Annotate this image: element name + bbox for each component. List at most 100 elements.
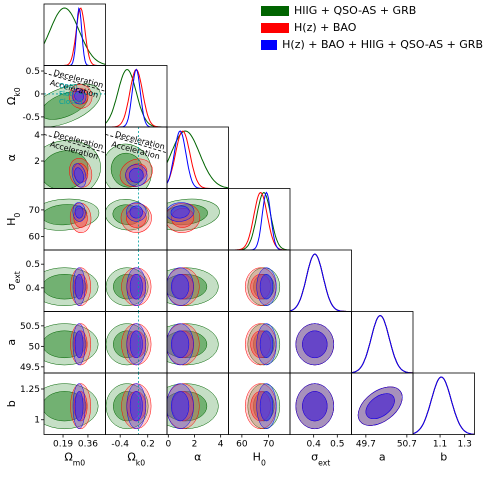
panel-sig-H0 [244, 267, 281, 306]
y-tick-label: 60 [29, 233, 41, 243]
x-axis-label: Ωk0 [127, 451, 145, 468]
legend-entry: H(z) + BAO [261, 19, 483, 36]
panel-H0-alpha [167, 198, 220, 233]
panel-a-alpha [167, 323, 219, 366]
x-tick-label: -0.4 [111, 440, 129, 450]
y-tick-label: -0.5 [22, 113, 40, 123]
panel-b-Ok [105, 373, 152, 435]
legend-swatch-green [261, 5, 289, 16]
contour-1sigma [171, 391, 190, 422]
y-tick-label: 70 [29, 206, 41, 216]
legend-entry: H(z) + BAO + HIIG + QSO-AS + GRB [261, 36, 483, 53]
panel-frame [43, 3, 106, 66]
marginal-curve [105, 68, 167, 127]
x-axis-label: a [379, 451, 386, 464]
y-axis-label: H0 [5, 213, 22, 226]
x-tick-label: 1.3 [457, 440, 471, 450]
deceleration-boundary [44, 133, 106, 154]
y-axis-label: b [5, 400, 18, 407]
y-tick-label: 50.5 [20, 322, 40, 332]
panel-b-b [413, 376, 475, 435]
panel-a-sig [295, 323, 335, 366]
x-tick-label: 0.5 [330, 440, 344, 450]
y-tick-label: 49.5 [20, 363, 40, 373]
y-axis-label: Ωk0 [5, 87, 22, 105]
contour-1sigma [74, 391, 84, 422]
panel-H0-Ok [105, 188, 152, 250]
panel-frame [166, 126, 229, 189]
y-tick-label: 0.5 [26, 260, 40, 270]
marginal-curve [228, 191, 290, 250]
y-tick-label: 1.25 [20, 385, 40, 395]
y-tick-label: 4 [34, 131, 40, 141]
x-tick-label: 0 [165, 440, 171, 450]
y-tick-label: 50 [29, 342, 41, 352]
panel-frame [351, 311, 414, 374]
panel-b-sig [295, 383, 335, 430]
y-axis-label: α [5, 154, 18, 161]
panel-frame [105, 65, 168, 128]
panel-sig-alpha [167, 267, 219, 306]
deceleration-boundary [105, 133, 167, 154]
x-tick-label: 70 [263, 440, 275, 450]
x-tick-label: 0.4 [306, 440, 321, 450]
x-tick-label: 49.7 [356, 440, 376, 450]
panel-Om-Om [44, 6, 106, 66]
panel-b-Om [44, 383, 99, 430]
x-axis-label: H0 [253, 451, 266, 468]
x-tick-label: 0.19 [53, 440, 73, 450]
marginal-curve [167, 130, 229, 189]
panel-H0-H0 [228, 191, 290, 250]
contour-1sigma [171, 274, 190, 300]
x-axis-label: b [440, 451, 447, 464]
marginal-curve [228, 192, 290, 250]
contour-1sigma [129, 274, 143, 300]
panel-frame [228, 188, 291, 251]
contour-1sigma [170, 205, 190, 219]
contour-1sigma [74, 330, 84, 359]
x-tick-label: 1.1 [433, 440, 447, 450]
x-tick-label: 60 [236, 440, 248, 450]
marginal-curve [413, 376, 475, 435]
annotation-curvature: Closed [59, 98, 83, 106]
y-tick-label: 0.4 [26, 284, 41, 294]
legend-label: H(z) + BAO [294, 21, 357, 34]
marginal-curve [44, 7, 106, 65]
marginal-curve [44, 6, 106, 66]
legend-swatch-red [261, 22, 289, 33]
contour-1sigma [259, 330, 274, 359]
panel-a-a [351, 314, 413, 373]
marginal-curve [351, 314, 413, 373]
panel-sig-Ok [105, 250, 152, 312]
panel-b-alpha [167, 383, 219, 430]
contour-1sigma [74, 274, 84, 300]
x-tick-label: 50.7 [397, 440, 417, 450]
contour-1sigma [171, 330, 190, 359]
panel-sig-sig [290, 253, 352, 312]
legend-swatch-blue [261, 39, 278, 50]
marginal-curve [105, 68, 167, 127]
marginal-curve [105, 68, 167, 127]
x-axis-label: σext [311, 451, 330, 468]
y-tick-label: 1 [34, 416, 40, 426]
annotation-curvature: Flat [59, 90, 72, 98]
marginal-curve [351, 314, 413, 373]
contour-1sigma [74, 167, 84, 184]
deceleration-boundary [44, 72, 106, 92]
legend-label: HIIG + QSO-AS + GRB [294, 4, 417, 17]
panel-a-H0 [244, 323, 281, 366]
legend: HIIG + QSO-AS + GRB H(z) + BAO H(z) + BA… [261, 2, 483, 53]
legend-label: H(z) + BAO + HIIG + QSO-AS + GRB [282, 38, 483, 51]
marginal-curve [228, 192, 290, 250]
marginal-curve [290, 253, 352, 312]
x-tick-label: 0.36 [78, 440, 98, 450]
panel-H0-Om [44, 198, 100, 234]
x-axis-label: α [194, 451, 201, 464]
contour-1sigma [129, 391, 143, 422]
contour-1sigma [302, 330, 328, 359]
panel-alpha-alpha [167, 130, 229, 189]
y-tick-label: 2 [34, 157, 40, 167]
contour-1sigma [365, 393, 395, 420]
